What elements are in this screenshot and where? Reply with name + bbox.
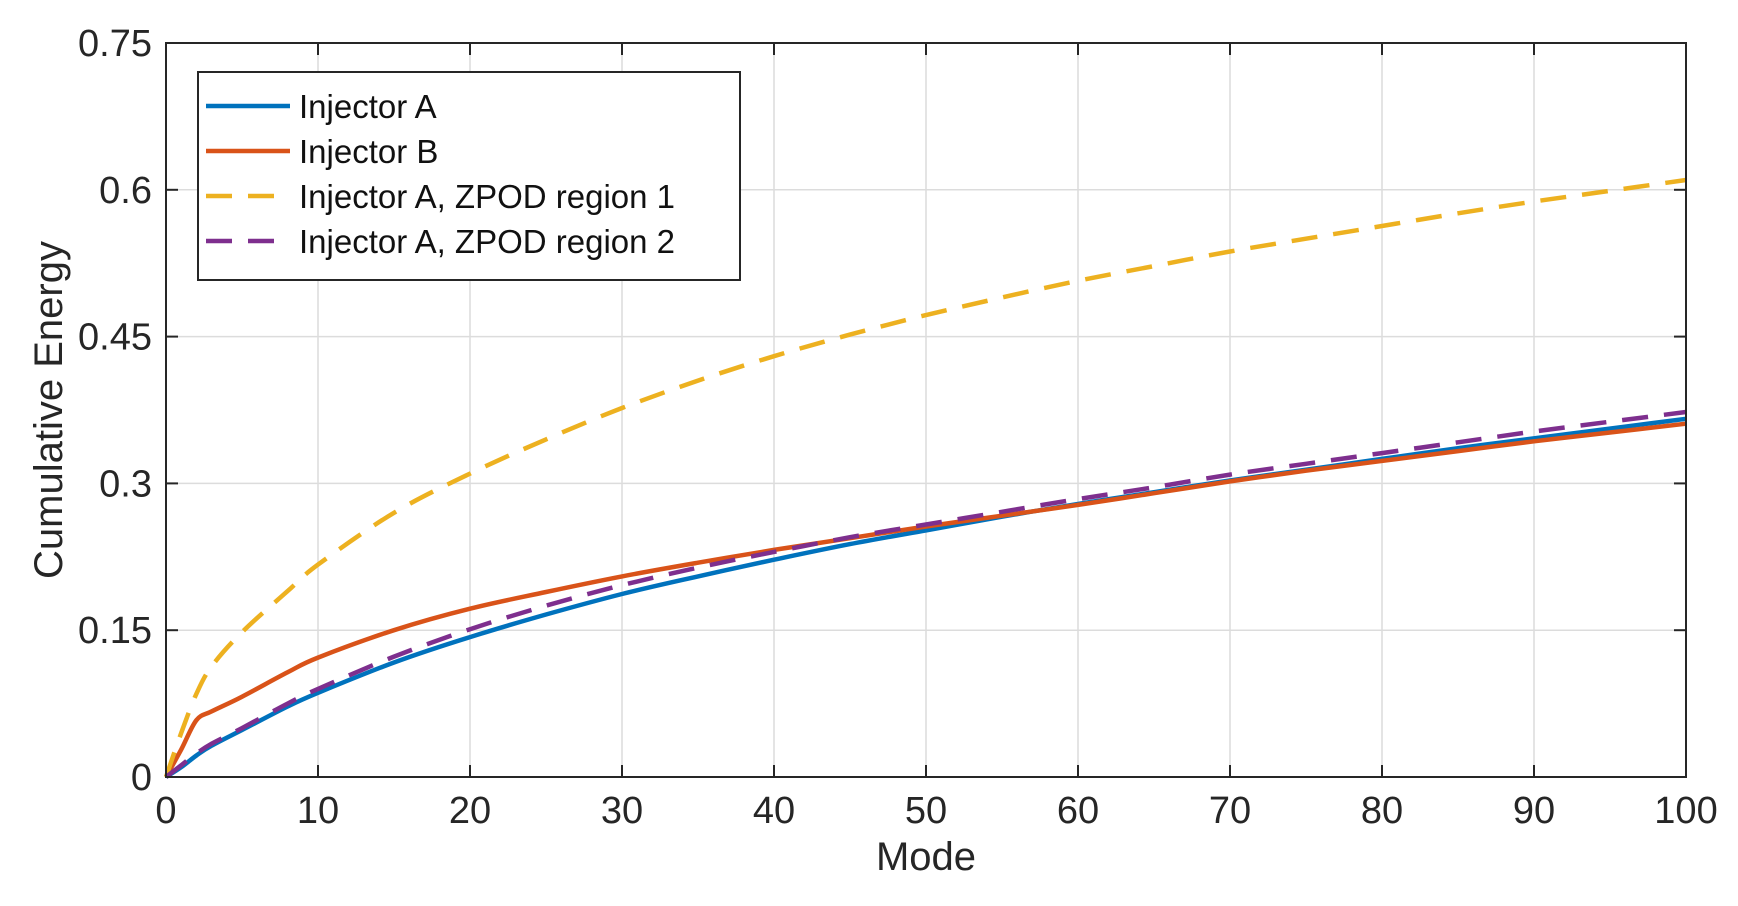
x-tick-label: 50: [905, 790, 947, 832]
x-tick-label: 100: [1654, 790, 1717, 832]
x-tick-label: 0: [155, 790, 176, 832]
legend-label: Injector A, ZPOD region 2: [299, 223, 675, 260]
x-tick-label: 80: [1361, 790, 1403, 832]
x-tick-label: 40: [753, 790, 795, 832]
legend-items: Injector A Injector B Injector A, ZPOD reg…: [206, 88, 675, 260]
legend-item: Injector B: [206, 133, 438, 170]
y-tick-label: 0.15: [78, 610, 152, 652]
x-tick-label: 10: [297, 790, 339, 832]
y-tick-label: 0: [131, 757, 152, 799]
x-tick-label: 30: [601, 790, 643, 832]
series-lines: [163, 177, 1687, 779]
legend-item: Injector A, ZPOD region 2: [206, 223, 675, 260]
legend-label: Injector A, ZPOD region 1: [299, 178, 675, 215]
y-tick-label: 0.3: [99, 463, 152, 505]
y-tick-label: 0.75: [78, 23, 152, 65]
x-axis-title: Mode: [876, 835, 976, 879]
y-tick-label: 0.6: [99, 170, 152, 212]
legend-item: Injector A, ZPOD region 1: [206, 178, 675, 215]
legend-label: Injector B: [299, 133, 438, 170]
x-tick-label: 20: [449, 790, 491, 832]
axis-ticks: 0 10 20 30 40 50 60 70 80 90 100 0 0.15 0.3 0.45 0.6 0.7…: [78, 23, 1718, 832]
x-tick-label: 90: [1513, 790, 1555, 832]
legend: Injector A Injector B Injector A, ZPOD reg…: [197, 71, 741, 281]
x-tick-label: 60: [1057, 790, 1099, 832]
series-line-3: [163, 177, 1687, 778]
series-line-2: [164, 421, 1687, 779]
y-axis-title: Cumulative Energy: [27, 241, 71, 579]
series-line-4: [164, 409, 1687, 779]
legend-label: Injector A: [299, 88, 437, 125]
legend-item: Injector A: [206, 88, 437, 125]
y-tick-label: 0.45: [78, 317, 152, 359]
x-tick-label: 70: [1209, 790, 1251, 832]
